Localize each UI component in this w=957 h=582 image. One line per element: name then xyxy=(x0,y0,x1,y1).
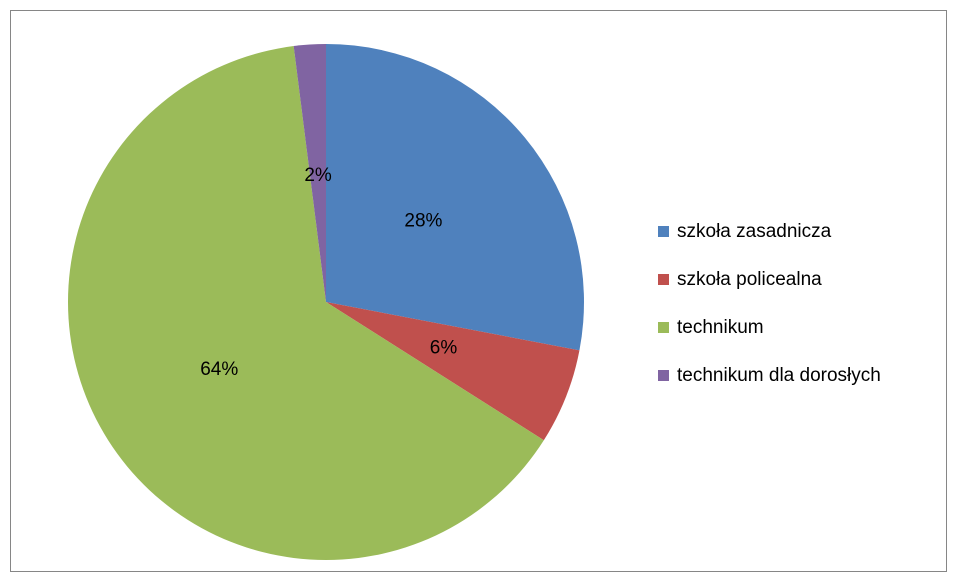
legend-label: technikum xyxy=(677,317,764,338)
legend-label: szkoła policealna xyxy=(677,269,822,290)
data-label: 6% xyxy=(430,338,458,359)
legend-label: szkoła zasadnicza xyxy=(677,221,832,242)
pie-slice xyxy=(68,46,544,560)
legend-swatch xyxy=(658,370,669,381)
data-label: 28% xyxy=(404,210,442,231)
legend-swatch xyxy=(658,322,669,333)
pie-slice xyxy=(293,44,326,302)
pie-slice xyxy=(326,302,580,441)
legend-label: technikum dla dorosłych xyxy=(677,365,881,386)
legend-swatch xyxy=(658,274,669,285)
data-label: 64% xyxy=(200,359,238,380)
data-label: 2% xyxy=(304,165,332,186)
pie-slice xyxy=(326,44,584,351)
legend-swatch xyxy=(658,226,669,237)
